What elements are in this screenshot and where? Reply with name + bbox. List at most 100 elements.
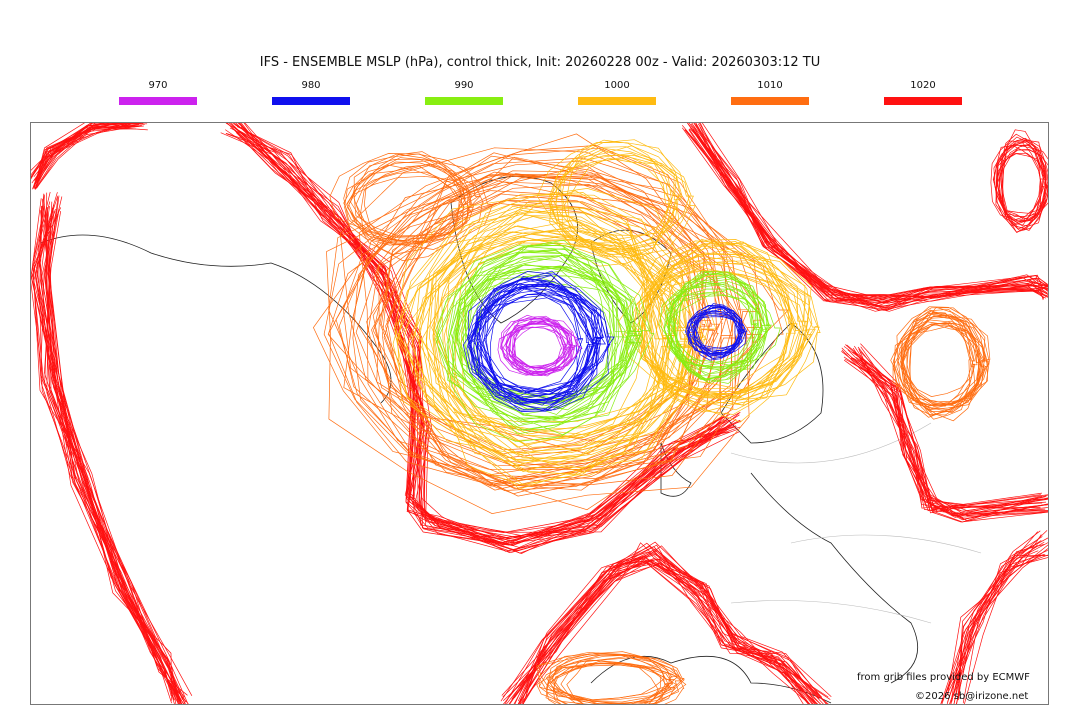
isobar-1010 (363, 164, 471, 242)
legend-item-980: 980 (272, 80, 350, 105)
isobar-970 (512, 320, 563, 377)
isobar-990 (435, 244, 638, 424)
isobar-1010 (909, 315, 975, 420)
isobar-1020 (1000, 140, 1044, 222)
isobar-980 (693, 305, 740, 361)
isobar-980 (474, 271, 603, 404)
isobar-1020 (1001, 141, 1042, 233)
isobar-1020 (688, 123, 1048, 299)
legend-label: 980 (301, 80, 321, 91)
isobar-1020 (858, 359, 1048, 517)
legend-label: 1000 (604, 80, 630, 91)
isobar-1010 (545, 663, 676, 704)
isobar-1020 (998, 133, 1046, 223)
isobar-1020 (32, 123, 136, 190)
isobar-970 (505, 318, 578, 376)
isobar-1020 (684, 129, 1044, 301)
isobar-1020 (857, 361, 1048, 522)
isobar-1020 (33, 210, 177, 704)
isobar-1020 (858, 356, 1048, 523)
isobar-1020 (955, 540, 1042, 704)
isobar-1020 (858, 348, 1043, 508)
isobar-1000 (397, 225, 708, 454)
isobar-1020 (688, 128, 1048, 300)
isobar-1010 (909, 306, 982, 422)
isobar-990 (667, 293, 755, 372)
isobar-1010 (546, 652, 686, 704)
legend-color-bar (578, 97, 656, 105)
legend-item-990: 990 (425, 80, 503, 105)
isobar-1010 (901, 314, 981, 415)
isobar-1020 (517, 563, 813, 704)
isobar-1020 (692, 129, 1048, 305)
isobar-980 (485, 279, 582, 406)
isobar-980 (687, 312, 741, 354)
isobar-1010 (372, 145, 728, 497)
isobar-1000 (632, 261, 796, 390)
isobar-1010 (338, 175, 744, 476)
isobar-1020 (35, 123, 145, 189)
isobar-1010 (372, 170, 715, 511)
legend-color-bar (884, 97, 962, 105)
isobar-990 (663, 288, 781, 367)
isobar-1010 (326, 155, 750, 514)
isobar-1020 (844, 358, 1048, 509)
isobar-1010 (343, 174, 763, 474)
isobar-990 (465, 242, 612, 419)
isobar-1010 (355, 161, 463, 244)
isobar-1010 (552, 662, 685, 704)
isobar-1020 (693, 123, 1048, 307)
isobar-1020 (40, 205, 179, 704)
isobar-1020 (944, 554, 1048, 695)
isobar-1010 (379, 156, 723, 489)
legend-item-970: 970 (119, 80, 197, 105)
isobar-980 (690, 314, 744, 351)
isobar-1000 (561, 148, 680, 242)
chart-title: IFS - ENSEMBLE MSLP (hPa), control thick… (259, 55, 821, 70)
isobar-990 (447, 248, 644, 431)
isobar-1020 (34, 123, 137, 190)
isobar-980 (470, 283, 594, 404)
isobar-1020 (31, 126, 136, 180)
isobar-1010 (536, 653, 678, 702)
isobar-990 (672, 288, 768, 370)
isobar-1000 (563, 157, 672, 258)
isobar-1020 (941, 542, 1048, 704)
isobar-1010 (892, 321, 990, 407)
isobar-1020 (500, 542, 804, 704)
isobar-1000 (649, 242, 801, 423)
isobar-1020 (940, 544, 1048, 704)
isobar-980 (469, 275, 607, 413)
copyright-credit: ©2026 sb@irizone.net (915, 691, 1029, 702)
isobar-990 (447, 246, 655, 420)
isobar-1010 (350, 165, 461, 238)
coastline (720, 322, 824, 444)
coastline (750, 472, 919, 684)
isobar-1020 (843, 359, 1048, 515)
isobar-980 (685, 305, 748, 356)
isobar-990 (452, 249, 625, 415)
isobar-1010 (323, 181, 784, 480)
isobar-1020 (229, 127, 730, 552)
isobar-1010 (353, 153, 473, 237)
isobar-980 (695, 311, 737, 355)
isobar-1000 (431, 224, 696, 435)
isobar-980 (473, 288, 599, 410)
isobar-1020 (506, 541, 809, 704)
isobar-970 (502, 325, 583, 370)
isobar-1000 (418, 211, 689, 460)
legend-label: 970 (148, 80, 168, 91)
isobar-1010 (538, 659, 661, 704)
isobar-1010 (896, 307, 991, 412)
isobar-1000 (643, 241, 795, 413)
isobar-980 (476, 274, 605, 398)
isobar-1000 (441, 243, 690, 448)
isobar-1020 (854, 345, 1046, 516)
isobar-980 (696, 303, 741, 354)
isobar-1000 (638, 269, 796, 397)
isobar-1020 (32, 191, 182, 704)
isobar-1020 (859, 350, 1048, 513)
isobar-1010 (328, 157, 749, 470)
isobar-1020 (995, 144, 1048, 223)
